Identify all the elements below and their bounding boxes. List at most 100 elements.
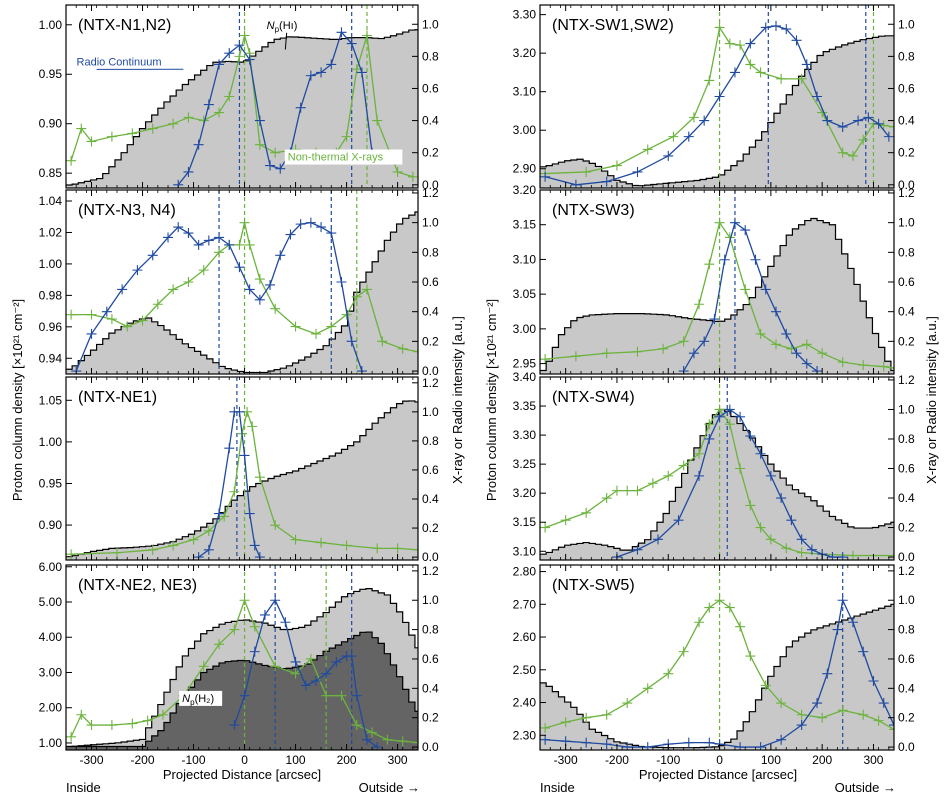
y2-tick-label: 0.6 bbox=[422, 275, 439, 289]
annotation-3: Non-thermal X-rays bbox=[284, 149, 403, 165]
xray-point bbox=[878, 361, 889, 372]
panel-1: 0.85 0.90 0.95 1.00 0.0 0.2 0.4 0.6 0.8 1.0 (NTX-N… bbox=[39, 4, 439, 192]
radio-point bbox=[259, 609, 270, 620]
radio-point bbox=[290, 656, 301, 667]
xray-point bbox=[837, 357, 848, 368]
x-tick-label: 100 bbox=[761, 753, 781, 767]
left-y-axis-label: Proton column density [×10²¹ cm⁻²] bbox=[10, 299, 25, 501]
xray-point bbox=[601, 493, 612, 504]
xray-point bbox=[413, 737, 418, 748]
y-tick-label: 5.00 bbox=[39, 595, 63, 609]
radio-point bbox=[214, 232, 225, 243]
xray-point bbox=[361, 284, 372, 295]
radio-point bbox=[786, 515, 797, 526]
plot-area bbox=[66, 190, 418, 374]
xray-point bbox=[776, 73, 787, 84]
radio-point bbox=[755, 448, 766, 459]
xray-point bbox=[642, 144, 653, 155]
y2-tick-label: 0.4 bbox=[422, 681, 439, 695]
xray-point bbox=[407, 171, 418, 182]
xray-point bbox=[239, 30, 250, 41]
radio-point bbox=[254, 294, 265, 305]
xray-point bbox=[76, 709, 87, 720]
radio-line bbox=[75, 221, 363, 372]
xray-point bbox=[735, 40, 746, 51]
y-tick-label: 3.00 bbox=[39, 665, 63, 679]
xray-point bbox=[142, 715, 153, 726]
radio-point bbox=[688, 348, 699, 359]
y-tick-label: 2.30 bbox=[513, 728, 537, 742]
radio-point bbox=[735, 411, 746, 422]
xray-point bbox=[198, 661, 209, 672]
y2-tick-label: 1.0 bbox=[422, 593, 439, 607]
xray-point bbox=[668, 131, 679, 142]
y2-tick-label: 0.2 bbox=[422, 521, 439, 535]
radio-point bbox=[889, 720, 894, 731]
xray-line bbox=[544, 599, 894, 731]
radio-point bbox=[740, 225, 751, 236]
panel-frame bbox=[65, 4, 419, 189]
radio-point bbox=[883, 131, 894, 142]
y-tick-label: 3.30 bbox=[513, 428, 537, 442]
y-tick-label: 3.05 bbox=[513, 287, 537, 301]
xray-point bbox=[229, 624, 240, 635]
y-tick-label: 3.15 bbox=[513, 515, 537, 529]
xray-point bbox=[234, 51, 245, 62]
radio-point bbox=[683, 131, 694, 142]
xray-point bbox=[889, 122, 894, 132]
x-tick-label: -300 bbox=[79, 753, 103, 767]
radio-point bbox=[812, 91, 823, 102]
y-tick-label: 3.20 bbox=[513, 46, 537, 60]
xray-point bbox=[858, 134, 869, 145]
xray-point bbox=[688, 112, 699, 123]
radio-point bbox=[224, 239, 235, 250]
x-tick-label: 100 bbox=[286, 753, 306, 767]
y-tick-label: 2.40 bbox=[513, 696, 537, 710]
xray-point bbox=[540, 354, 551, 365]
panel-title: (NTX-SW3) bbox=[552, 202, 635, 219]
y2-tick-label: 1.0 bbox=[898, 402, 915, 416]
y-tick-label: 3.40 bbox=[513, 370, 537, 384]
xray-point bbox=[310, 328, 321, 339]
xray-point bbox=[755, 522, 766, 533]
radio-point bbox=[346, 38, 357, 49]
y-tick-label: 3.30 bbox=[513, 8, 537, 22]
y2-tick-label: 0.8 bbox=[422, 245, 439, 259]
radio-point bbox=[873, 118, 884, 129]
y-tick-label: 3.00 bbox=[513, 123, 537, 137]
xray-point bbox=[540, 722, 551, 733]
x-tick-label: -300 bbox=[554, 753, 578, 767]
y2-tick-label: 0.2 bbox=[898, 146, 915, 160]
annotation-text: Radio Continuum bbox=[77, 56, 162, 68]
y2-tick-label: 1.2 bbox=[898, 564, 915, 578]
radio-point bbox=[776, 734, 787, 745]
panel-2: 0.94 0.96 0.98 1.00 1.02 1.04 0.0 0.2 0.4 0.6 0.8 1… bbox=[39, 186, 439, 378]
y2-tick-label: 1.2 bbox=[422, 186, 439, 200]
panel-title: (NTX-N1,N2) bbox=[78, 17, 171, 34]
y2-tick-label: 0.4 bbox=[422, 305, 439, 319]
annotation-box bbox=[179, 690, 223, 706]
xray-point bbox=[817, 348, 828, 359]
radio-point bbox=[729, 67, 740, 78]
y2-tick-label: 0.6 bbox=[422, 81, 439, 95]
radio-point bbox=[801, 358, 812, 369]
radio-point bbox=[771, 20, 781, 31]
xray-point bbox=[361, 30, 372, 41]
y2-tick-label: 0.2 bbox=[422, 334, 439, 348]
y-tick-label: 0.94 bbox=[39, 351, 63, 365]
xray-point bbox=[377, 336, 388, 347]
xray-point bbox=[658, 343, 669, 354]
radio-point bbox=[837, 595, 848, 606]
plot-area bbox=[540, 377, 894, 560]
radio-point bbox=[86, 328, 97, 339]
xray-point bbox=[570, 351, 581, 362]
y-tick-label: 0.98 bbox=[39, 288, 63, 302]
radio-point bbox=[868, 675, 879, 686]
xray-point bbox=[847, 550, 858, 560]
xray-point bbox=[392, 543, 403, 554]
radio-point bbox=[147, 250, 158, 261]
panel-title: (NTX-SW5) bbox=[552, 577, 635, 594]
hi-column-density-fill bbox=[540, 409, 894, 560]
y2-tick-label: 1.0 bbox=[422, 216, 439, 230]
